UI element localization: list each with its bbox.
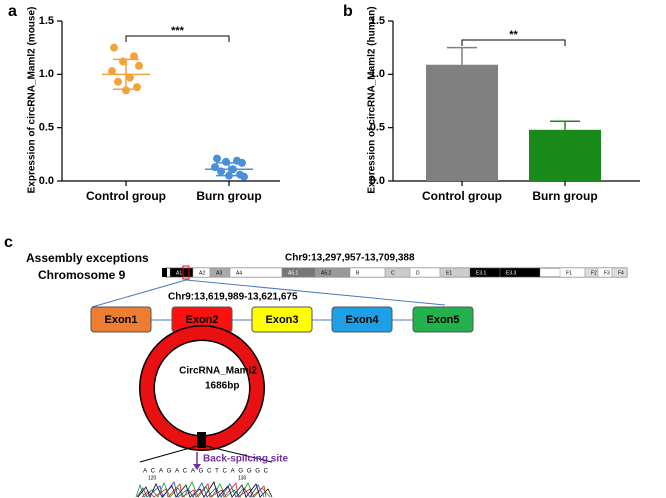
band-label: A3 [216,270,222,276]
y-axis-label: Expression of circRNA_Maml2 (mouse) [27,7,38,194]
band-label: A5.1 [288,270,299,276]
exons: Exon1 Exon2 Exon3 Exon4 Exon5 [90,306,474,333]
trace [137,481,273,498]
sequence: ACAGACAGCTCAGGGC [143,469,269,475]
error-bar [447,46,477,65]
dot [126,73,134,82]
dot [122,86,130,95]
zoom-line [139,445,198,463]
band-label: A2 [199,270,205,276]
exon [412,306,474,333]
band [281,267,316,278]
y-axis-label: Expression of circRNA_Maml2 (human) [367,6,378,193]
zoom-line [205,445,273,463]
band [439,267,471,278]
y-tick-label: 1.5 [370,15,385,27]
y-tick-label: 0.0 [39,175,54,187]
panel-label: a [8,3,17,20]
gene-region: Chr9:13,619,989-13,621,675 [168,292,298,303]
dot [108,67,116,76]
band-label: A5.2 [321,270,332,276]
exon-label: Exon4 [345,314,379,326]
band-label: A1 [176,270,182,276]
y-tick-label: 0.0 [370,175,385,187]
band [409,267,441,278]
error-bar [550,120,580,130]
exon-label: Exon5 [426,314,459,326]
significance-bracket [125,35,230,42]
significance: *** [171,25,185,37]
band [559,267,586,278]
exon-label: Exon1 [104,314,137,326]
junction-label: Back-splicing site [203,454,288,465]
panel-label: c [4,234,13,251]
circrna [140,326,264,450]
zoom-line [91,279,187,308]
chromatogram [135,481,273,498]
bar [529,129,601,181]
dot [213,154,221,163]
exon [90,306,152,333]
chromosome-label: Chromosome 9 [38,268,126,282]
junction-arrow-head [193,464,201,470]
position: 120 [148,475,157,481]
band-label: E1 [446,270,452,276]
y-tick-label: 0.5 [39,122,54,134]
band-label: E3.1 [476,270,487,276]
x-tick-label: Burn group [196,189,261,203]
dot [135,61,143,70]
significance-bracket [461,39,566,46]
x-tick-label: Burn group [532,189,597,203]
dot [110,43,118,52]
circ-length: 1686bp [205,381,239,392]
x-tick-label: Control group [86,189,166,203]
y-tick-label: 1.5 [39,15,54,27]
panel-label: b [343,3,353,20]
assembly-label: Assembly exceptions [26,251,149,265]
locus-marker [182,265,190,280]
exon-label: Exon2 [185,314,218,326]
dot [114,77,122,86]
band [499,267,541,278]
band-label: F2 [591,270,597,276]
exon [251,306,313,333]
significance: ** [509,29,518,41]
x-tick-label: Control group [422,189,502,203]
dot [222,157,230,166]
zoom-line [185,279,446,306]
region-label: Chr9:13,297,957-13,709,388 [285,253,415,264]
y-tick-label: 1.0 [370,68,385,80]
exon-label: Exon3 [265,314,298,326]
exon [331,306,393,333]
band-label: B [356,270,360,276]
circ-name: CircRNA_Maml2 [179,366,257,377]
dot [240,172,248,181]
band [611,267,628,278]
band-label: E3.3 [506,270,517,276]
dot [130,52,138,61]
bar [426,64,498,181]
y-tick-label: 1.0 [39,68,54,80]
band-label: F3 [604,270,610,276]
band-label: C [391,270,395,276]
centromere [162,268,167,277]
band-label: F4 [618,270,624,276]
chromosome: A1 A2 A3 A4 A5.1 A5.2 B C D E1 E3.1 E3.3 F1 F2 F3 F4 [162,265,628,280]
band-label: F1 [566,270,572,276]
position: 130 [238,475,247,481]
trace [141,482,267,498]
sd-bar [113,58,139,91]
trace [136,481,265,498]
trace [135,481,271,498]
band [384,267,411,278]
band-label: D [416,270,420,276]
band-label: A4 [236,270,242,276]
y-tick-label: 0.5 [370,122,385,134]
sd-bar [216,162,242,177]
junction [197,432,206,448]
